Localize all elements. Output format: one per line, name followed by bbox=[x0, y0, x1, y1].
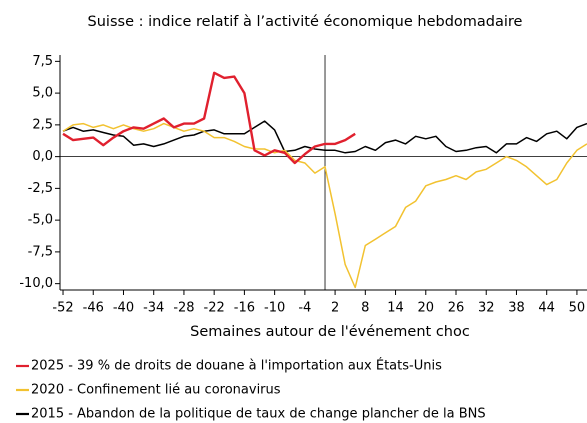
x-tick-label: -52 bbox=[52, 301, 73, 316]
x-tick-label: 38 bbox=[508, 301, 525, 316]
x-tick-label: 50 bbox=[569, 301, 586, 316]
y-tick-label: -5,0 bbox=[28, 213, 53, 228]
y-tick-label: -2,5 bbox=[28, 181, 53, 196]
x-tick-label: -28 bbox=[173, 301, 194, 316]
x-tick-label: 26 bbox=[448, 301, 465, 316]
series-line bbox=[62, 122, 587, 289]
x-tick-label: -46 bbox=[83, 301, 104, 316]
y-tick-label: -7,5 bbox=[28, 244, 53, 259]
chart-title: Suisse : indice relatif à l’activité éco… bbox=[88, 14, 523, 30]
x-tick-label: 2 bbox=[331, 301, 339, 316]
series-line bbox=[62, 71, 356, 165]
legend-label: 2015 - Abandon de la politique de taux d… bbox=[31, 407, 486, 422]
y-tick-label: 5,0 bbox=[32, 86, 53, 101]
x-tick-label: 32 bbox=[478, 301, 495, 316]
x-tick-label: -10 bbox=[264, 301, 285, 316]
x-tick-label: 8 bbox=[361, 301, 369, 316]
y-tick-label: 2,5 bbox=[32, 117, 53, 132]
y-tick-label: 7,5 bbox=[32, 54, 53, 69]
legend-label: 2025 - 39 % de droits de douane à l'impo… bbox=[31, 358, 442, 374]
x-axis-label: Semaines autour de l'événement choc bbox=[190, 324, 470, 340]
x-tick-label: -34 bbox=[143, 301, 164, 316]
y-tick-label: -10,0 bbox=[19, 276, 53, 291]
x-tick-label: 44 bbox=[538, 301, 555, 316]
x-tick-label: -4 bbox=[298, 301, 311, 316]
x-tick-label: -22 bbox=[204, 301, 225, 316]
y-tick-label: 0,0 bbox=[32, 149, 53, 164]
legend-label: 2020 - Confinement lié au coronavirus bbox=[31, 383, 281, 398]
x-tick-label: -16 bbox=[234, 301, 255, 316]
series-line bbox=[62, 120, 587, 154]
x-tick-label: 14 bbox=[387, 301, 404, 316]
x-tick-label: -40 bbox=[113, 301, 134, 316]
x-tick-label: 20 bbox=[418, 301, 435, 316]
